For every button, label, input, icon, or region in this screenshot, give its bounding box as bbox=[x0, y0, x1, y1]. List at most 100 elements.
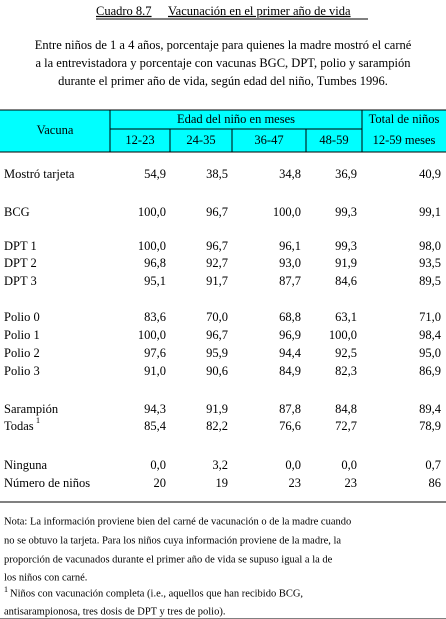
cell: 95,1 bbox=[144, 274, 166, 288]
row-label: Polio 1 bbox=[4, 328, 40, 342]
cell: 76,6 bbox=[279, 419, 301, 433]
row-label: DPT 1 bbox=[4, 239, 37, 253]
cell: 87,8 bbox=[279, 402, 301, 416]
cell: 84,8 bbox=[335, 402, 357, 416]
cell: 89,5 bbox=[419, 274, 441, 288]
footnote-mark: 1 bbox=[4, 585, 8, 594]
row-label: DPT 3 bbox=[4, 274, 37, 288]
table-title: Vacunación en el primer año de vida bbox=[168, 4, 351, 18]
column-header: 48-59 bbox=[319, 133, 348, 147]
cell: 91,0 bbox=[144, 364, 166, 378]
cell: 98,4 bbox=[419, 328, 442, 342]
row-label: Polio 2 bbox=[4, 346, 40, 360]
cell: 68,8 bbox=[279, 310, 301, 324]
cell: 36,9 bbox=[335, 167, 357, 181]
row-label: Ninguna bbox=[4, 458, 48, 472]
cell: 0,7 bbox=[425, 458, 441, 472]
column-header: Edad del niño en meses bbox=[177, 112, 295, 126]
cell: 100,0 bbox=[138, 328, 166, 342]
cell: 72,7 bbox=[335, 419, 357, 433]
cell: 92,7 bbox=[206, 256, 228, 270]
footnote-line: antisarampionosa, tres dosis de DPT y tr… bbox=[4, 606, 225, 617]
cell: 54,9 bbox=[144, 167, 166, 181]
cell: 0,0 bbox=[150, 458, 166, 472]
footnote-mark: 1 bbox=[36, 416, 40, 425]
cell: 19 bbox=[216, 476, 229, 490]
note-line: los niños con carné. bbox=[4, 572, 87, 583]
table-label: Cuadro 8.7 bbox=[96, 4, 152, 18]
cell: 93,0 bbox=[279, 256, 301, 270]
subtitle-line: a la entrevistadora y porcentaje con vac… bbox=[35, 56, 411, 70]
column-header: 12-59 meses bbox=[373, 133, 436, 147]
cell: 91,9 bbox=[206, 402, 228, 416]
cell: 96,7 bbox=[206, 205, 228, 219]
column-header: 36-47 bbox=[254, 133, 283, 147]
cell: 86 bbox=[429, 476, 442, 490]
cell: 89,4 bbox=[419, 402, 442, 416]
cell: 20 bbox=[154, 476, 167, 490]
cell: 97,6 bbox=[144, 346, 166, 360]
column-header: 24-35 bbox=[186, 133, 215, 147]
cell: 87,7 bbox=[279, 274, 301, 288]
cell: 99,3 bbox=[335, 239, 357, 253]
cell: 71,0 bbox=[419, 310, 441, 324]
note-line: Nota: La información proviene bien del c… bbox=[4, 516, 351, 527]
cell: 99,1 bbox=[419, 205, 441, 219]
row-label: Polio 3 bbox=[4, 364, 40, 378]
cell: 95,0 bbox=[419, 346, 441, 360]
row-label: DPT 2 bbox=[4, 256, 37, 270]
cell: 84,9 bbox=[279, 364, 301, 378]
column-header: 12-23 bbox=[125, 133, 154, 147]
cell: 3,2 bbox=[212, 458, 228, 472]
cell: 96,7 bbox=[206, 328, 228, 342]
row-label: BCG bbox=[4, 205, 30, 219]
cell: 82,2 bbox=[206, 419, 228, 433]
footnote-line: Niños con vacunación completa (i.e., aqu… bbox=[10, 588, 303, 599]
cell: 98,0 bbox=[419, 239, 441, 253]
cell: 91,7 bbox=[206, 274, 228, 288]
cell: 0,0 bbox=[285, 458, 301, 472]
cell: 84,6 bbox=[335, 274, 357, 288]
row-label: Número de niños bbox=[4, 476, 90, 490]
row-label: Polio 0 bbox=[4, 310, 40, 324]
cell: 38,5 bbox=[206, 167, 228, 181]
cell: 95,9 bbox=[206, 346, 228, 360]
cell: 100,0 bbox=[273, 205, 301, 219]
cell: 94,4 bbox=[279, 346, 302, 360]
cell: 70,0 bbox=[206, 310, 228, 324]
row-label: Mostró tarjeta bbox=[4, 167, 75, 181]
column-header: Total de niños bbox=[369, 112, 440, 126]
cell: 93,5 bbox=[419, 256, 441, 270]
row-label: Todas bbox=[4, 419, 34, 433]
cell: 100,0 bbox=[138, 205, 166, 219]
cell: 91,9 bbox=[335, 256, 357, 270]
subtitle-line: Entre niños de 1 a 4 años, porcentaje pa… bbox=[35, 38, 412, 52]
cell: 96,8 bbox=[144, 256, 166, 270]
cell: 90,6 bbox=[206, 364, 228, 378]
cell: 94,3 bbox=[144, 402, 166, 416]
cell: 96,7 bbox=[206, 239, 228, 253]
cell: 99,3 bbox=[335, 205, 357, 219]
subtitle-line: durante el primer año de vida, según eda… bbox=[58, 74, 388, 88]
cell: 82,3 bbox=[335, 364, 357, 378]
header-band bbox=[0, 110, 446, 152]
cell: 23 bbox=[289, 476, 302, 490]
cell: 34,8 bbox=[279, 167, 301, 181]
cell: 85,4 bbox=[144, 419, 167, 433]
cell: 40,9 bbox=[419, 167, 441, 181]
row-label: Sarampión bbox=[4, 402, 59, 416]
note-line: no se obtuvo la tarjeta. Para los niños … bbox=[4, 535, 341, 546]
cell: 100,0 bbox=[329, 328, 357, 342]
cell: 96,1 bbox=[279, 239, 301, 253]
cell: 86,9 bbox=[419, 364, 441, 378]
cell: 78,9 bbox=[419, 419, 441, 433]
cell: 92,5 bbox=[335, 346, 357, 360]
note-line: proporción de vacunados durante el prime… bbox=[4, 554, 333, 565]
cell: 0,0 bbox=[341, 458, 357, 472]
cell: 63,1 bbox=[335, 310, 357, 324]
cell: 83,6 bbox=[144, 310, 166, 324]
cell: 100,0 bbox=[138, 239, 166, 253]
column-header: Vacuna bbox=[37, 123, 74, 137]
cell: 23 bbox=[345, 476, 358, 490]
